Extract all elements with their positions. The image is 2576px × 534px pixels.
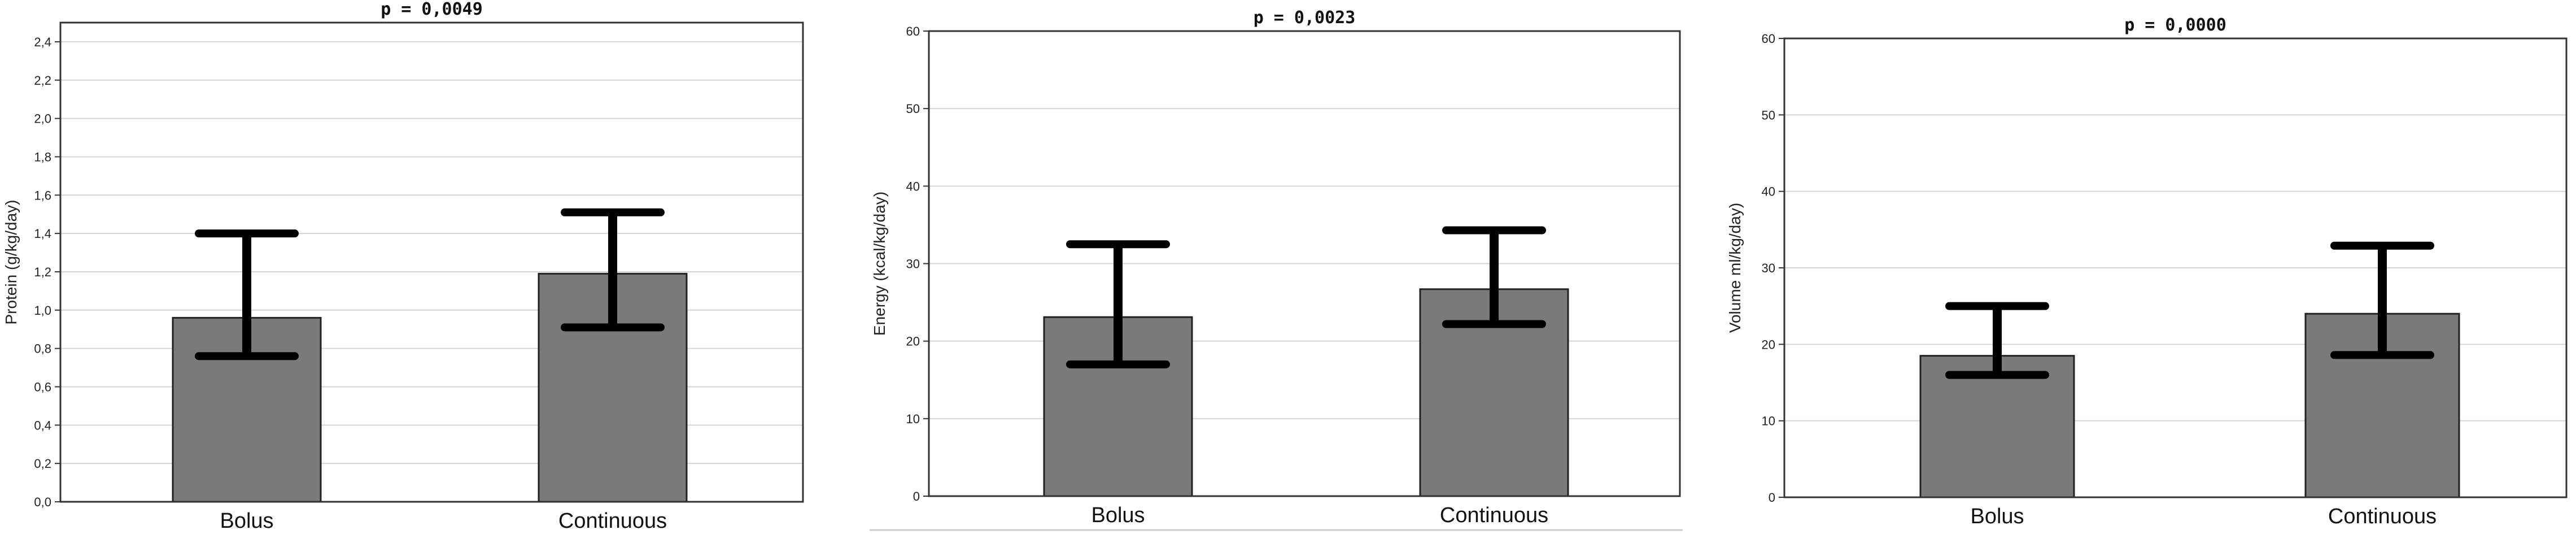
x-category-label: Bolus — [220, 509, 273, 533]
y-tick-label: 1,8 — [34, 150, 51, 164]
y-tick-label: 20 — [906, 335, 920, 349]
y-tick-label: 0 — [913, 489, 920, 503]
y-tick-label: 60 — [906, 24, 920, 38]
plot-frame — [1783, 37, 2568, 498]
chart-panel-volume: 0 10 20 30 40 50 60 Bolus Continuous p = 0,0000 Vo… — [1726, 15, 2568, 528]
x-category-label: Continuous — [2328, 505, 2437, 528]
y-tick-label: 2,0 — [34, 112, 51, 126]
y-tick-label: 1,4 — [34, 227, 51, 241]
error-bar-continuous — [561, 208, 665, 332]
y-tick-label: 2,2 — [34, 73, 51, 88]
chart-title-p-value: p = 0,0023 — [1254, 8, 1356, 28]
plot-frame — [59, 21, 804, 503]
chart-panel-protein: 0,0 0,2 0,4 0,6 0,8 1,0 1,2 1,4 1,6 1,8 2,0 2,2 2,4 B… — [2, 0, 804, 533]
y-tick-label: 30 — [1762, 261, 1775, 275]
y-tick-label: 50 — [1762, 108, 1775, 122]
bar-bolus — [1919, 355, 2075, 498]
chart-title-p-value: p = 0,0049 — [381, 0, 483, 19]
x-category-label: Continuous — [558, 509, 667, 533]
y-axis-title: Protein (g/kg/day) — [2, 200, 20, 325]
y-tick-label: 2,4 — [34, 35, 51, 49]
y-tick-label: 1,0 — [34, 303, 51, 318]
y-tick-label: 10 — [1762, 414, 1775, 428]
error-bar-bolus — [195, 229, 299, 361]
chart-title-p-value: p = 0,0000 — [2124, 15, 2226, 35]
y-tick-label: 40 — [1762, 185, 1775, 199]
x-category-label: Bolus — [1091, 503, 1145, 527]
y-tick-label: 20 — [1762, 337, 1775, 351]
y-axis-title: Volume ml/kg/day) — [1726, 203, 1744, 333]
y-tick-label: 0,4 — [34, 418, 51, 432]
y-tick-label: 0,8 — [34, 342, 51, 356]
y-axis-title: Energy (kcal/kg/day) — [871, 192, 888, 336]
chart-panel-energy: 0 10 20 30 40 50 60 Bolus Continuous p = 0,0023 En… — [871, 8, 1681, 527]
y-tick-label: 50 — [906, 102, 920, 116]
y-tick-label: 1,2 — [34, 265, 51, 279]
error-bar-bolus — [1066, 240, 1170, 368]
y-tick-label: 0,6 — [34, 380, 51, 394]
x-category-label: Continuous — [1440, 503, 1548, 527]
error-bar-bolus — [1945, 302, 2049, 379]
y-tick-label: 30 — [906, 257, 920, 271]
y-tick-label: 10 — [906, 412, 920, 426]
x-category-label: Bolus — [1970, 505, 2024, 528]
error-bar-continuous — [2330, 241, 2434, 359]
error-bar-continuous — [1442, 226, 1546, 328]
y-tick-label: 1,6 — [34, 188, 51, 202]
y-tick-label: 0,2 — [34, 457, 51, 471]
plot-frame — [928, 30, 1681, 497]
y-tick-label: 40 — [906, 179, 920, 193]
plot-area — [60, 23, 803, 502]
y-tick-label: 0 — [1769, 490, 1775, 505]
y-tick-label: 0,0 — [34, 495, 51, 509]
y-tick-label: 60 — [1762, 32, 1775, 46]
